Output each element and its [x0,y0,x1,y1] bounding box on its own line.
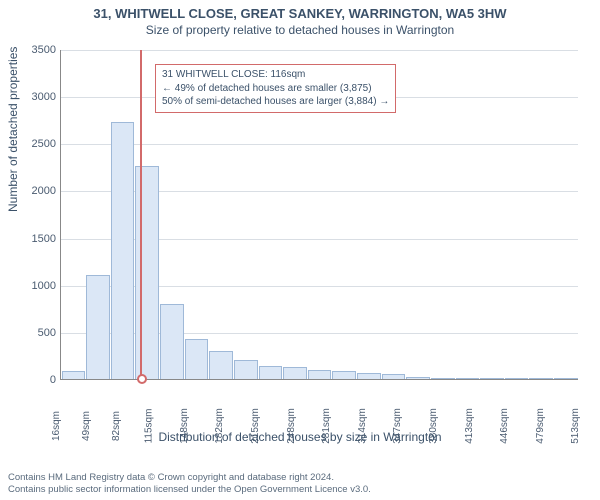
histogram-bar [209,351,233,379]
annotation-line-3: 50% of semi-detached houses are larger (… [162,95,389,109]
y-tick: 3500 [0,44,56,56]
plot-area: 31 WHITWELL CLOSE: 116sqm ← 49% of detac… [60,50,578,380]
histogram-bar [554,378,578,379]
x-axis-label: Distribution of detached houses by size … [0,430,600,444]
y-tick: 1500 [0,233,56,245]
histogram-bar [234,360,258,379]
histogram-bar [62,371,86,379]
histogram-bar [431,378,455,379]
y-tick: 0 [0,374,56,386]
page-subtitle: Size of property relative to detached ho… [0,21,600,37]
histogram-bar [135,166,159,379]
annotation-line-2: ← 49% of detached houses are smaller (3,… [162,82,389,96]
histogram-bar [456,378,480,379]
histogram-bar [332,371,356,379]
histogram-bar [529,378,553,379]
y-tick: 500 [0,327,56,339]
histogram-bar [308,370,332,379]
y-tick: 2500 [0,138,56,150]
y-tick: 2000 [0,185,56,197]
histogram-bar [160,304,184,379]
page-title: 31, WHITWELL CLOSE, GREAT SANKEY, WARRIN… [0,0,600,21]
footer-line-1: Contains HM Land Registry data © Crown c… [8,472,592,484]
y-tick: 1000 [0,280,56,292]
footer: Contains HM Land Registry data © Crown c… [8,472,592,496]
histogram-bar [259,366,283,379]
histogram-bar [111,122,135,379]
histogram-bar [406,377,430,379]
histogram-bar [505,378,529,379]
annotation-box: 31 WHITWELL CLOSE: 116sqm ← 49% of detac… [155,64,396,113]
histogram-bar [480,378,504,379]
histogram-bar [382,374,406,379]
y-tick: 3000 [0,91,56,103]
histogram-bar [86,275,110,379]
x-ticks: 16sqm49sqm82sqm115sqm148sqm182sqm215sqm2… [60,382,578,430]
histogram-bar [185,339,209,379]
chart-container: Number of detached properties 0500100015… [0,42,600,442]
annotation-line-1: 31 WHITWELL CLOSE: 116sqm [162,68,389,82]
marker-line [140,50,142,379]
footer-line-2: Contains public sector information licen… [8,484,592,496]
histogram-bar [283,367,307,379]
histogram-bar [357,373,381,379]
